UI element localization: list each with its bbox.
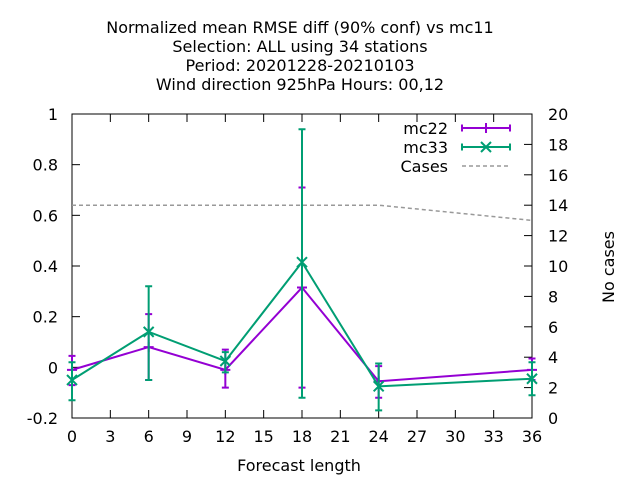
title-line-3: Period: 20201228-20210103 — [185, 56, 414, 75]
y-tick-label: -0.2 — [27, 409, 58, 428]
y-tick-label: 0.6 — [33, 206, 58, 225]
x-axis-ticks: 0 3 6 9 12 15 18 21 24 27 30 33 36 — [67, 114, 542, 446]
y2-axis-label: No cases — [599, 231, 618, 303]
y2-tick-label: 6 — [548, 318, 558, 337]
chart-title: Normalized mean RMSE diff (90% conf) vs … — [106, 18, 493, 94]
y2-axis-ticks: 0 2 4 6 8 10 12 14 16 18 20 — [524, 105, 568, 428]
legend-marker — [480, 141, 492, 153]
x-tick-label: 30 — [445, 427, 465, 446]
data-point — [372, 380, 385, 393]
series-line — [71, 260, 533, 388]
y2-tick-label: 10 — [548, 257, 568, 276]
data-point — [526, 373, 538, 385]
legend-label: mc22 — [403, 119, 448, 138]
title-line-2: Selection: ALL using 34 stations — [172, 37, 427, 56]
x-tick-label: 33 — [483, 427, 503, 446]
x-tick-label: 24 — [368, 427, 388, 446]
data-point — [142, 326, 155, 338]
y2-tick-label: 0 — [548, 409, 558, 428]
y2-tick-label: 4 — [548, 348, 558, 367]
x-tick-label: 12 — [215, 427, 235, 446]
x-tick-label: 6 — [144, 427, 154, 446]
y-tick-label: 0.4 — [33, 257, 58, 276]
x-tick-label: 18 — [292, 427, 312, 446]
series-line — [72, 204, 533, 222]
series-mc33 — [66, 128, 538, 412]
data-point — [66, 374, 78, 386]
series-layer — [66, 128, 538, 412]
title-line-4: Wind direction 925hPa Hours: 00,12 — [156, 75, 444, 94]
x-tick-label: 3 — [105, 427, 115, 446]
y-tick-label: 0.2 — [33, 308, 58, 327]
legend-marker — [481, 123, 491, 133]
legend-label: mc33 — [403, 138, 448, 157]
series-cases — [72, 204, 533, 222]
y2-tick-label: 14 — [548, 196, 568, 215]
legend-label: Cases — [401, 157, 449, 176]
y2-tick-label: 2 — [548, 379, 558, 398]
x-tick-label: 21 — [330, 427, 350, 446]
y2-tick-label: 18 — [548, 135, 568, 154]
y2-tick-label: 8 — [548, 287, 558, 306]
x-tick-label: 9 — [182, 427, 192, 446]
y-tick-label: 0 — [48, 358, 58, 377]
y2-tick-label: 20 — [548, 105, 568, 124]
data-point — [296, 256, 308, 268]
legend-sample-mc22 — [461, 123, 511, 133]
x-tick-label: 27 — [407, 427, 427, 446]
x-tick-label: 36 — [522, 427, 542, 446]
y2-tick-label: 12 — [548, 227, 568, 246]
title-line-1: Normalized mean RMSE diff (90% conf) vs … — [106, 18, 493, 37]
x-tick-label: 0 — [67, 427, 77, 446]
series-line — [71, 286, 533, 383]
x-tick-label: 15 — [253, 427, 273, 446]
legend-errorcap — [461, 124, 511, 132]
y-tick-label: 0.8 — [33, 156, 58, 175]
x-axis-label: Forecast length — [237, 456, 361, 475]
legend-sample-mc33 — [461, 141, 511, 153]
legend-errorcap — [461, 143, 511, 151]
y2-tick-label: 16 — [548, 166, 568, 185]
y-tick-label: 1 — [48, 105, 58, 124]
y-axis-ticks: -0.2 0 0.2 0.4 0.6 0.8 1 — [27, 105, 80, 428]
data-point — [219, 355, 232, 367]
